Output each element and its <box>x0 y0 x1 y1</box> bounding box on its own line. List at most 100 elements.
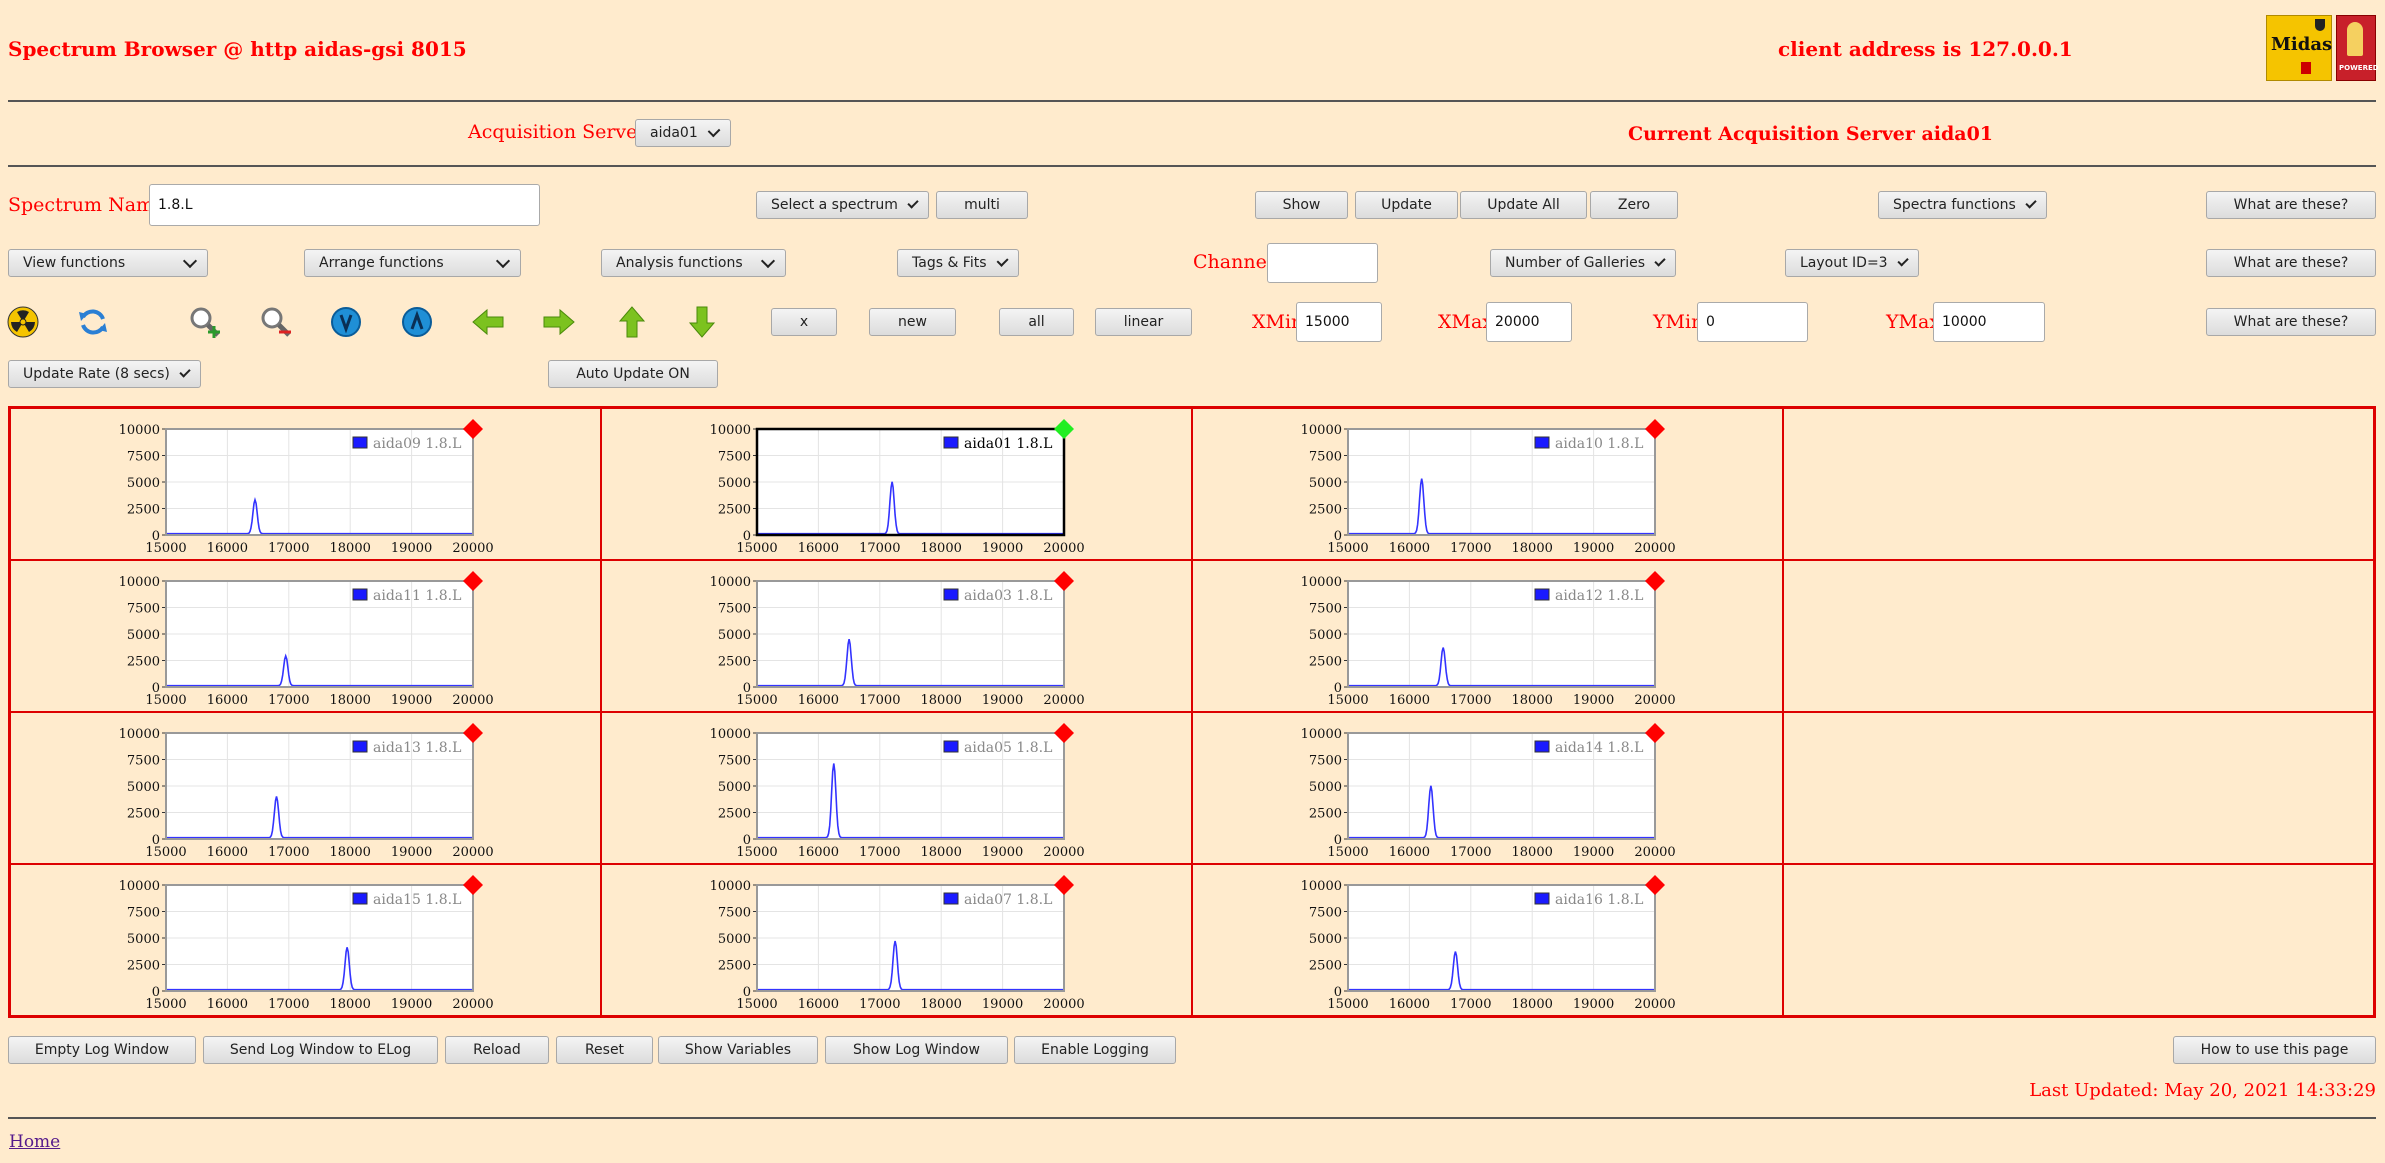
gallery-cell[interactable]: 15000 16000 17000 18000 19000 20000 0 2500 5000 7… <box>601 864 1192 1016</box>
legend-swatch <box>943 588 959 601</box>
arrange-functions-dropdown[interactable]: Arrange functions <box>304 249 521 277</box>
auto-update-button[interactable]: Auto Update ON <box>548 360 718 388</box>
x-tick-label: 20000 <box>1043 693 1084 708</box>
xmax-input[interactable] <box>1486 302 1572 342</box>
up-blue-icon[interactable] <box>400 305 434 339</box>
y-tick-label: 7500 <box>718 602 751 617</box>
x-tick-label: 15000 <box>736 997 777 1012</box>
y-tick-label: 10000 <box>710 575 751 590</box>
spectrum-chart[interactable]: 15000 16000 17000 18000 19000 20000 0 2500 5000 7… <box>11 865 601 1017</box>
status-diamond <box>463 875 483 895</box>
enable-logging-button[interactable]: Enable Logging <box>1014 1036 1176 1064</box>
ymax-input[interactable] <box>1933 302 2045 342</box>
spectrum-chart[interactable]: 15000 16000 17000 18000 19000 20000 0 2500 5000 7… <box>1193 713 1783 865</box>
y-tick-label: 2500 <box>718 655 751 670</box>
gallery-cell[interactable]: 15000 16000 17000 18000 19000 20000 0 2500 5000 7… <box>601 712 1192 864</box>
spectrum-chart[interactable]: 15000 16000 17000 18000 19000 20000 0 2500 5000 7… <box>602 865 1192 1017</box>
help-button-2[interactable]: What are these? <box>2206 249 2376 277</box>
x-tick-label: 16000 <box>798 997 839 1012</box>
gallery-cell[interactable]: 15000 16000 17000 18000 19000 20000 0 2500 5000 7… <box>601 408 1192 560</box>
spectrum-chart[interactable]: 15000 16000 17000 18000 19000 20000 0 2500 5000 7… <box>11 713 601 865</box>
legend-swatch <box>1534 892 1550 905</box>
gallery-cell[interactable]: 15000 16000 17000 18000 19000 20000 0 2500 5000 7… <box>1192 560 1783 712</box>
new-button[interactable]: new <box>869 308 956 336</box>
x-tick-label: 18000 <box>330 541 371 556</box>
empty-log-button[interactable]: Empty Log Window <box>8 1036 196 1064</box>
spectrum-chart[interactable]: 15000 16000 17000 18000 19000 20000 0 2500 5000 7… <box>11 561 601 713</box>
show-log-button[interactable]: Show Log Window <box>825 1036 1008 1064</box>
reload-button[interactable]: Reload <box>445 1036 549 1064</box>
x-tick-label: 16000 <box>798 541 839 556</box>
help-button-3[interactable]: What are these? <box>2206 308 2376 336</box>
number-of-galleries-dropdown[interactable]: Number of Galleries <box>1490 249 1676 277</box>
spectrum-chart[interactable]: 15000 16000 17000 18000 19000 20000 0 2500 5000 7… <box>1193 865 1783 1017</box>
y-tick-label: 10000 <box>119 879 160 894</box>
refresh-icon[interactable] <box>76 305 110 339</box>
arrow-left-icon[interactable] <box>471 305 505 339</box>
gallery-cell[interactable]: 15000 16000 17000 18000 19000 20000 0 2500 5000 7… <box>10 712 601 864</box>
x-tick-label: 19000 <box>391 997 432 1012</box>
y-tick-label: 7500 <box>1309 906 1342 921</box>
update-rate-dropdown[interactable]: Update Rate (8 secs) <box>8 360 201 388</box>
spectrum-chart[interactable]: 15000 16000 17000 18000 19000 20000 0 2500 5000 7… <box>1193 409 1783 561</box>
gallery-cell[interactable]: 15000 16000 17000 18000 19000 20000 0 2500 5000 7… <box>601 560 1192 712</box>
spectrum-chart[interactable]: 15000 16000 17000 18000 19000 20000 0 2500 5000 7… <box>11 409 601 561</box>
y-tick-label: 7500 <box>1309 754 1342 769</box>
home-link[interactable]: Home <box>9 1132 61 1152</box>
all-button[interactable]: all <box>999 308 1074 336</box>
chevron-down-icon <box>907 196 919 209</box>
how-to-use-button[interactable]: How to use this page <box>2173 1036 2376 1064</box>
gallery-cell[interactable]: 15000 16000 17000 18000 19000 20000 0 2500 5000 7… <box>1192 864 1783 1016</box>
show-button[interactable]: Show <box>1255 191 1348 219</box>
x-tick-label: 15000 <box>736 845 777 860</box>
spectrum-chart[interactable]: 15000 16000 17000 18000 19000 20000 0 2500 5000 7… <box>602 561 1192 713</box>
update-button[interactable]: Update <box>1355 191 1458 219</box>
arrow-right-icon[interactable] <box>542 305 576 339</box>
arrow-down-icon[interactable] <box>685 305 719 339</box>
x-button[interactable]: x <box>771 308 837 336</box>
view-functions-dropdown[interactable]: View functions <box>8 249 208 277</box>
tags-fits-dropdown[interactable]: Tags & Fits <box>897 249 1019 277</box>
select-spectrum-dropdown[interactable]: Select a spectrum <box>756 191 929 219</box>
spectrum-chart[interactable]: 15000 16000 17000 18000 19000 20000 0 2500 5000 7… <box>602 409 1192 561</box>
gallery-cell[interactable]: 15000 16000 17000 18000 19000 20000 0 2500 5000 7… <box>10 408 601 560</box>
gallery-cell[interactable]: 15000 16000 17000 18000 19000 20000 0 2500 5000 7… <box>1192 712 1783 864</box>
y-tick-label: 5000 <box>127 476 160 491</box>
multi-button[interactable]: multi <box>936 191 1028 219</box>
show-variables-button[interactable]: Show Variables <box>658 1036 818 1064</box>
y-tick-label: 2500 <box>1309 503 1342 518</box>
layout-dropdown[interactable]: Layout ID=3 <box>1785 249 1919 277</box>
channel-input[interactable] <box>1267 243 1378 283</box>
radiation-icon[interactable] <box>6 305 40 339</box>
down-blue-icon[interactable] <box>329 305 363 339</box>
ymin-input[interactable] <box>1697 302 1808 342</box>
zoom-out-icon[interactable] <box>259 305 293 339</box>
gallery-cell[interactable]: 15000 16000 17000 18000 19000 20000 0 2500 5000 7… <box>1192 408 1783 560</box>
reset-button[interactable]: Reset <box>556 1036 653 1064</box>
gallery-cell[interactable]: 15000 16000 17000 18000 19000 20000 0 2500 5000 7… <box>10 560 601 712</box>
gallery-cell-empty <box>1783 712 2374 864</box>
x-tick-label: 20000 <box>1634 845 1675 860</box>
spectra-functions-dropdown[interactable]: Spectra functions <box>1878 191 2047 219</box>
y-tick-label: 10000 <box>119 423 160 438</box>
zoom-in-icon[interactable] <box>188 305 222 339</box>
acquisition-server-select[interactable]: aida01 <box>635 119 731 147</box>
y-tick-label: 10000 <box>119 727 160 742</box>
y-tick-label: 0 <box>152 985 160 1000</box>
spectrum-name-input[interactable] <box>149 184 540 226</box>
xmin-input[interactable] <box>1296 302 1382 342</box>
update-all-button[interactable]: Update All <box>1460 191 1587 219</box>
spectrum-chart[interactable]: 15000 16000 17000 18000 19000 20000 0 2500 5000 7… <box>1193 561 1783 713</box>
y-tick-label: 10000 <box>1301 879 1342 894</box>
spectrum-chart[interactable]: 15000 16000 17000 18000 19000 20000 0 2500 5000 7… <box>602 713 1192 865</box>
y-tick-label: 7500 <box>127 450 160 465</box>
arrow-up-icon[interactable] <box>615 305 649 339</box>
chevron-down-icon <box>707 124 721 137</box>
analysis-functions-dropdown[interactable]: Analysis functions <box>601 249 786 277</box>
zero-button[interactable]: Zero <box>1590 191 1678 219</box>
help-button-1[interactable]: What are these? <box>2206 191 2376 219</box>
send-log-button[interactable]: Send Log Window to ELog <box>203 1036 438 1064</box>
gallery-cell[interactable]: 15000 16000 17000 18000 19000 20000 0 2500 5000 7… <box>10 864 601 1016</box>
linear-button[interactable]: linear <box>1095 308 1192 336</box>
x-tick-label: 17000 <box>268 693 309 708</box>
